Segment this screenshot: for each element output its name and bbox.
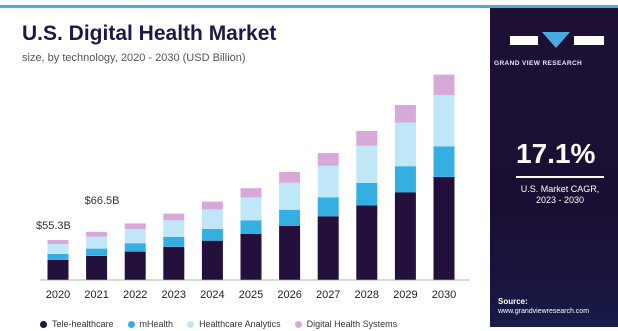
x-tick-label-2027: 2027 [316, 289, 340, 301]
bar-segment-2029-series-3 [394, 105, 416, 123]
bar-segment-2025-series-1 [240, 220, 262, 234]
bar-segment-2026-series-3 [279, 172, 301, 183]
chart-area: U.S. Digital Health Market size, by tech… [0, 8, 490, 329]
bar-segment-2021-series-3 [86, 231, 108, 237]
legend: Tele-healthcare mHealth Healthcare Analyti… [40, 317, 411, 331]
x-tick-label-2023: 2023 [162, 289, 186, 301]
bar-segment-2023-series-1 [163, 236, 185, 247]
x-tick-label-2022: 2022 [123, 289, 147, 301]
chart-title: U.S. Digital Health Market [22, 22, 277, 45]
bar-segment-2020-series-2 [47, 243, 69, 254]
bar-segment-2023-series-0 [163, 246, 185, 280]
chart-subtitle: size, by technology, 2020 - 2030 (USD Bi… [22, 52, 246, 64]
x-tick-label-2028: 2028 [355, 289, 379, 301]
bar-segment-2022-series-0 [124, 251, 146, 280]
legend-swatch-0 [40, 320, 47, 328]
bar-segment-2023-series-2 [163, 220, 185, 237]
cagr-label-line2: 2023 - 2030 [535, 195, 585, 205]
legend-label-1: mHealth [139, 319, 174, 329]
bar-segment-2029-series-2 [394, 122, 416, 167]
data-label-2020: $55.3B [36, 220, 71, 232]
bar-segment-2022-series-1 [124, 243, 146, 252]
bar-segment-2021-series-0 [86, 255, 108, 280]
cagr-value: 17.1% [516, 138, 596, 169]
legend-swatch-2 [187, 320, 195, 328]
logo-center-chevron [542, 32, 570, 48]
cagr-label: U.S. Market CAGR, 2023 - 2030 [512, 184, 608, 206]
bar-segment-2024-series-3 [201, 201, 223, 210]
legend-item-0: Tele-healthcare [40, 319, 114, 329]
bar-segment-2024-series-0 [201, 240, 223, 280]
x-tick-label-2026: 2026 [277, 289, 301, 301]
bar-segment-2025-series-0 [240, 233, 262, 280]
bar-segment-2021-series-2 [86, 236, 108, 249]
logo-left-bar [510, 36, 538, 45]
bar-segment-2020-series-3 [47, 240, 69, 244]
brand-name: GRAND VIEW RESEARCH [494, 60, 583, 67]
cagr-divider [516, 176, 604, 178]
bar-segment-2027-series-2 [317, 165, 339, 198]
bar-segment-2026-series-0 [279, 225, 301, 280]
bar-segment-2030-series-3 [433, 74, 455, 96]
bar-segment-2027-series-3 [317, 153, 339, 166]
x-tick-label-2020: 2020 [46, 289, 70, 301]
legend-item-2: Healthcare Analytics [187, 319, 281, 329]
legend-label-0: Tele-healthcare [52, 319, 114, 329]
bar-segment-2028-series-1 [356, 183, 378, 206]
legend-swatch-3 [294, 320, 302, 328]
bar-segment-2029-series-0 [394, 192, 416, 280]
data-label-2021: $66.5B [85, 195, 120, 207]
bar-segment-2022-series-3 [124, 223, 146, 229]
x-tick-label-2024: 2024 [200, 289, 224, 301]
bar-segment-2027-series-0 [317, 216, 339, 280]
bar-segment-2025-series-3 [240, 188, 262, 198]
x-tick-label-2025: 2025 [239, 289, 263, 301]
x-tick-label-2030: 2030 [432, 289, 456, 301]
bar-segment-2030-series-0 [433, 177, 455, 280]
bar-segment-2028-series-0 [356, 205, 378, 280]
bar-segment-2026-series-1 [279, 209, 301, 226]
bar-segment-2024-series-1 [201, 229, 223, 241]
bar-segment-2025-series-2 [240, 197, 262, 221]
logo-right-bar [574, 36, 604, 45]
bar-segment-2028-series-3 [356, 131, 378, 146]
source-label: Source: [498, 297, 528, 306]
x-tick-label-2029: 2029 [393, 289, 417, 301]
legend-label-2: Healthcare Analytics [199, 319, 281, 329]
bar-segment-2029-series-1 [394, 166, 416, 193]
bar-segment-2030-series-2 [433, 95, 455, 147]
bar-segment-2027-series-1 [317, 197, 339, 217]
bar-segment-2021-series-1 [86, 248, 108, 256]
legend-item-3: Digital Health Systems [294, 319, 398, 329]
legend-label-3: Digital Health Systems [306, 319, 398, 329]
cagr-label-line1: U.S. Market CAGR, [520, 184, 600, 194]
sidebar-panel: GRAND VIEW RESEARCH 17.1% U.S. Market CA… [490, 8, 618, 327]
source-url: www.grandviewresearch.com [498, 308, 590, 315]
bar-segment-2020-series-1 [47, 253, 69, 260]
legend-swatch-1 [127, 320, 135, 328]
stacked-bar-plot: 2020 2021 2022 2023 2024 2025 2026 2027 2028 2029… [36, 74, 470, 301]
top-accent-line [0, 5, 618, 8]
bar-segment-2020-series-0 [47, 259, 69, 280]
bar-segment-2024-series-2 [201, 209, 223, 229]
bar-segment-2023-series-3 [163, 213, 185, 221]
legend-item-1: mHealth [127, 319, 174, 329]
x-tick-label-2021: 2021 [84, 289, 108, 301]
bar-segment-2028-series-2 [356, 145, 378, 183]
bar-segment-2026-series-2 [279, 182, 301, 210]
brand-logo [510, 32, 604, 48]
top-rule [0, 0, 618, 8]
bar-segment-2022-series-2 [124, 229, 146, 244]
bar-segment-2030-series-1 [433, 146, 455, 177]
